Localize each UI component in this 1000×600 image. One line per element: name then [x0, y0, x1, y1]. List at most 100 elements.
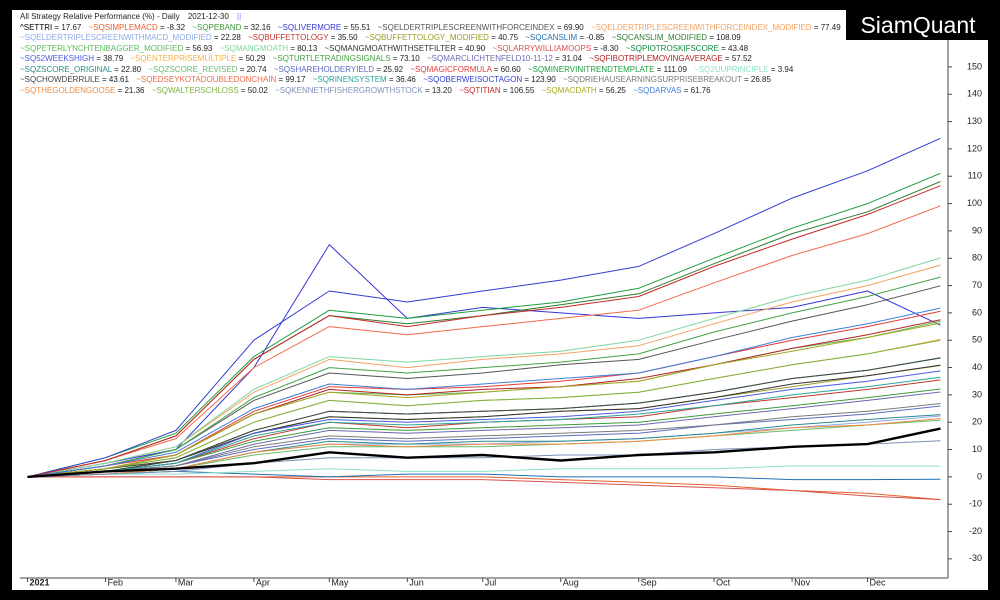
legend-name: ~SQPEBAND — [192, 23, 250, 32]
legend-item: ~SQELDERTRIPLESCREENWITHMACD_MODIFIED22.… — [20, 33, 241, 42]
legend-name: ~SQSHAREHOLDERYIELD — [274, 65, 383, 74]
legend-item: ~SQTHEGOLDENGOOSE21.36 — [20, 86, 145, 95]
y-tick-label: 100 — [967, 198, 982, 208]
legend-name: ~SQELDERTRIPLESCREENWITHFORCEINDEX_MODIF… — [591, 23, 821, 32]
legend-item: ~SQ2UUPRINCIPLE3.94 — [694, 65, 793, 74]
legend-value: 38.79 — [103, 54, 124, 63]
legend-item: ~SQCANSLIM-0.85 — [525, 33, 604, 42]
legend-value: -8.30 — [600, 43, 619, 53]
legend-item: ~SQDARVAS61.76 — [633, 86, 711, 95]
legend-value: 3.94 — [777, 64, 794, 74]
legend-name: ~SQELDERTRIPLESCREENWITHFORCEINDEX — [378, 23, 564, 32]
legend-item: ~SQMACDATH56.25 — [542, 86, 626, 95]
y-tick-label: -30 — [969, 553, 982, 563]
legend-name: ~SQTITIAN — [459, 86, 510, 95]
legend-item: ~SQSHAREHOLDERYIELD25.92 — [274, 65, 403, 74]
series-line — [27, 476, 941, 501]
legend-item: ~SQTURTLETRADINGSIGNALS73.10 — [273, 54, 420, 63]
legend-item: ~SQMINERVINITRENDTEMPLATE111.09 — [528, 65, 687, 74]
legend-value: 55.51 — [350, 22, 371, 32]
legend-item: ~SQBUFFETTOLOGY35.50 — [248, 33, 358, 42]
legend-name: ~SQWALTERSCHLOSS — [152, 86, 248, 95]
series-line — [27, 364, 941, 478]
legend-item: ~SQBUFFETTOLOGY_MODIFIED40.75 — [365, 33, 518, 42]
y-tick-label: 140 — [967, 89, 982, 99]
legend-item: ~SQMANGMOATH80.13 — [220, 44, 318, 53]
series-line — [27, 205, 941, 478]
legend-name: ~SQMARCLICHTENFELD10-11-12 — [427, 54, 562, 63]
x-tick-label: Sep — [641, 577, 657, 587]
legend-name: ~SQENTERPRISEMULTIPLE — [130, 54, 245, 63]
legend-name: ~SQZSCORE_REVISED — [148, 65, 246, 74]
legend-name: ~SQRINENSYSTEM — [313, 75, 396, 84]
series-line — [27, 285, 941, 478]
legend-item: ~SQOBERWEISOCTAGON123.90 — [423, 75, 556, 84]
legend-item: ~SQMAGICFORMULA60.60 — [410, 65, 520, 74]
legend-value: -0.85 — [586, 33, 605, 42]
legend-value: 35.50 — [337, 33, 358, 42]
x-tick-label: Jun — [409, 577, 424, 587]
legend-item: ~SQCANSLIM_MODIFIED108.09 — [612, 33, 741, 42]
y-tick-label: 50 — [972, 335, 982, 345]
y-tick-label: -20 — [969, 526, 982, 536]
y-tick-label: 80 — [972, 253, 982, 263]
legend-item: ~SQLARRYWILLIAMOOPS-8.30 — [492, 44, 618, 53]
legend-value: 50.02 — [247, 85, 268, 95]
y-tick-label: 90 — [972, 225, 982, 235]
series-line — [27, 320, 941, 478]
legend-item: ~SQCHOWDERRULE43.61 — [20, 75, 129, 84]
legend-item: ~SQTITIAN106.55 — [459, 86, 534, 95]
separator: || — [237, 12, 242, 21]
legend-value: 43.48 — [728, 43, 749, 53]
legend-name: ~SQLIVERMORE — [278, 23, 350, 32]
legend-item: ~SQMANGMOATHWITHSETFILTER40.90 — [325, 44, 486, 53]
legend-name: ~SQFIBOTRIPLEMOVINGAVERAGE — [589, 54, 732, 63]
legend-name: ~SQTHEGOLDENGOOSE — [20, 86, 124, 95]
legend-value: 32.16 — [250, 22, 271, 32]
legend-name: ~SQZSCORE_ORIGINAL — [20, 65, 121, 74]
legend-item: ~SQENTERPRISEMULTIPLE50.29 — [130, 54, 265, 63]
legend-name: ~SQ52WEEKSHIGH — [20, 54, 103, 63]
legend-value: 56.25 — [605, 85, 626, 95]
logo: SiamQuant — [846, 10, 990, 40]
legend-value: 31.04 — [562, 54, 583, 63]
y-tick-label: 10 — [972, 444, 982, 454]
series-line — [27, 276, 941, 478]
y-tick-label: 0 — [977, 471, 982, 481]
legend-value: -8.32 — [166, 22, 186, 32]
legend-name: ~SQMACDATH — [542, 86, 606, 95]
legend-value: 26.85 — [750, 75, 771, 84]
series-line — [27, 137, 941, 478]
legend-item: ~SQDRIEHAUSEARNINGSURPRISEBREAKOUT26.85 — [563, 75, 771, 84]
legend-value: 60.60 — [500, 64, 521, 74]
series-line — [27, 181, 941, 478]
y-tick-label: 120 — [967, 143, 982, 153]
y-tick-label: 20 — [972, 417, 982, 427]
legend-name: ~SQPIOTROSKIFSCORE — [626, 44, 728, 53]
legend-value: 50.29 — [245, 54, 266, 63]
legend-name: ~SQSIMPLEMACD — [89, 23, 167, 32]
legend-value: 106.55 — [509, 85, 535, 95]
legend-value: 40.75 — [498, 33, 519, 42]
legend-value: 111.09 — [663, 64, 687, 74]
legend-name: ~SQEDSEYKOTADOUBLEDONCHAIN — [136, 75, 285, 84]
legend-name: ~SQBUFFETTOLOGY — [248, 33, 338, 42]
y-tick-label: 60 — [972, 307, 982, 317]
legend-value: 80.13 — [297, 43, 318, 53]
legend-name: ~SQLARRYWILLIAMOOPS — [492, 44, 600, 53]
series-line — [27, 339, 941, 478]
legend-name: ~SQDRIEHAUSEARNINGSURPRISEBREAKOUT — [563, 75, 751, 84]
legend-item: ~SQLIVERMORE55.51 — [278, 23, 371, 32]
legend-item: ~SQELDERTRIPLESCREENWITHFORCEINDEX_MODIF… — [591, 23, 841, 32]
legend-name: ~SQMANGMOATH — [220, 44, 298, 53]
legend-value: 123.90 — [531, 75, 556, 84]
legend-item: ~SQPIOTROSKIFSCORE43.48 — [626, 44, 748, 53]
legend-name: ^SETTRI — [20, 23, 61, 32]
x-tick-label: May — [331, 577, 349, 587]
series-line — [27, 376, 941, 478]
legend-value: 57.52 — [731, 54, 752, 63]
y-tick-label: 30 — [972, 389, 982, 399]
x-tick-label: Aug — [563, 577, 579, 587]
y-tick-label: -10 — [969, 499, 982, 509]
